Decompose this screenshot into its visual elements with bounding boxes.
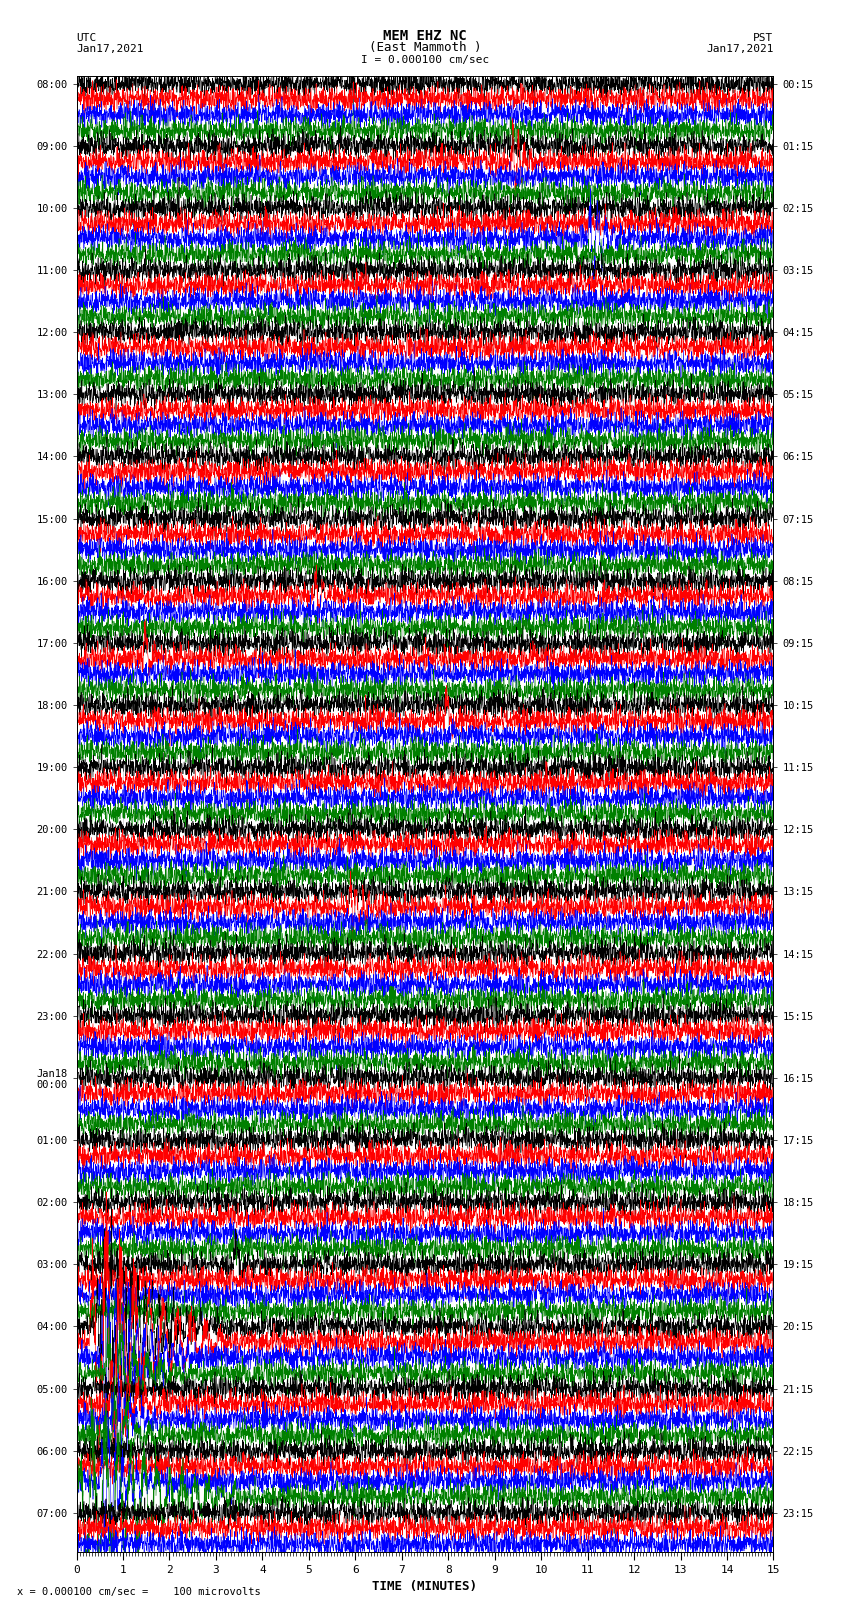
Text: UTC: UTC (76, 32, 97, 44)
Text: x = 0.000100 cm/sec =    100 microvolts: x = 0.000100 cm/sec = 100 microvolts (17, 1587, 261, 1597)
Text: MEM EHZ NC: MEM EHZ NC (383, 29, 467, 44)
Text: (East Mammoth ): (East Mammoth ) (369, 40, 481, 53)
Text: Jan17,2021: Jan17,2021 (76, 44, 144, 53)
Text: PST: PST (753, 32, 774, 44)
Text: I = 0.000100 cm/sec: I = 0.000100 cm/sec (361, 55, 489, 65)
Text: Jan17,2021: Jan17,2021 (706, 44, 774, 53)
X-axis label: TIME (MINUTES): TIME (MINUTES) (372, 1581, 478, 1594)
